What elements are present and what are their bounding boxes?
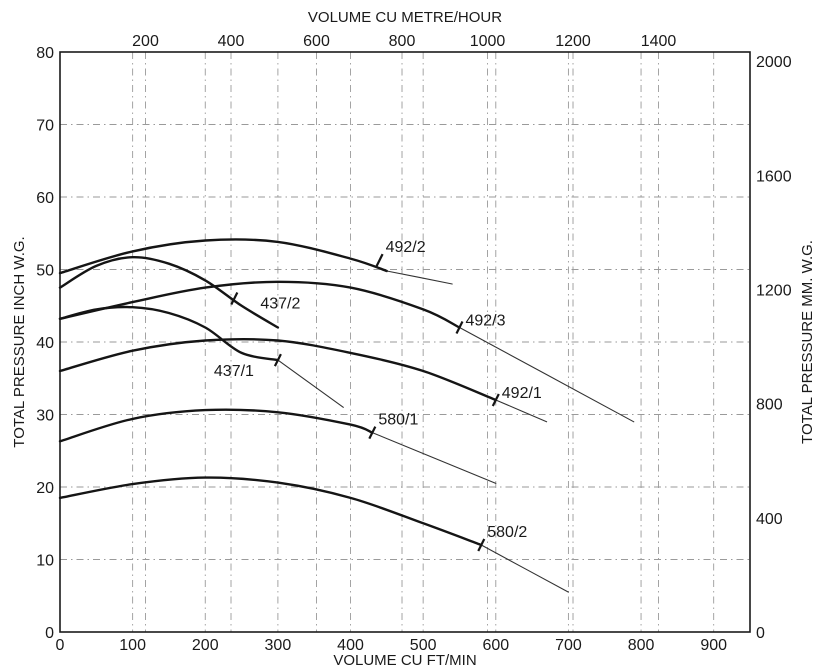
curve-580-2: [58, 476, 483, 547]
curve-label-580-2: 580/2: [487, 524, 527, 541]
y2-tick-label: 400: [756, 511, 783, 528]
curve-label-437-2: 437/2: [260, 296, 300, 313]
curve-extension-580-2: [480, 544, 569, 593]
y-tick-label: 80: [36, 45, 54, 62]
x2-tick-label: 800: [389, 33, 416, 50]
x-tick-label: 100: [119, 637, 146, 654]
curve-580-1: [58, 408, 374, 443]
operating-point-437-1: [273, 353, 282, 367]
y2-axis-title: TOTAL PRESSURE MM. W.G.: [799, 240, 816, 444]
x-tick-label: 800: [628, 637, 655, 654]
y2-tick-label: 2000: [756, 54, 792, 71]
x-axis-title: VOLUME CU FT/MIN: [333, 652, 476, 669]
operating-point-492-2: [375, 253, 384, 267]
x2-tick-label: 1400: [641, 33, 677, 50]
curve-label-492-3: 492/3: [465, 313, 505, 330]
x2-tick-label: 1000: [470, 33, 506, 50]
x-tick-label: 300: [265, 637, 292, 654]
x2-tick-label: 1200: [555, 33, 591, 50]
operating-point-492-1: [491, 393, 500, 407]
x2-tick-label: 200: [132, 33, 159, 50]
x-tick-label: 700: [555, 637, 582, 654]
x2-tick-label: 400: [218, 33, 245, 50]
y2-tick-label: 800: [756, 397, 783, 414]
curve-extension-492-1: [495, 399, 548, 423]
x-tick-label: 0: [56, 637, 65, 654]
curve-label-492-1: 492/1: [502, 385, 542, 402]
x2-axis-title: VOLUME CU METRE/HOUR: [308, 9, 502, 26]
curve-492-3: [58, 280, 461, 329]
x-tick-label: 500: [410, 637, 437, 654]
curve-492-1: [58, 337, 497, 402]
y-tick-label: 70: [36, 118, 54, 135]
curve-label-492-2: 492/2: [386, 239, 426, 256]
x-tick-label: 900: [700, 637, 727, 654]
grid-layer: [60, 52, 750, 632]
plot-frame: [59, 51, 751, 633]
x2-tick-label: 600: [303, 33, 330, 50]
y-tick-label: 20: [36, 480, 54, 497]
operating-point-437-2: [230, 292, 239, 305]
y-axis-title: TOTAL PRESSURE INCH W.G.: [11, 236, 28, 447]
operating-point-580-2: [477, 538, 486, 552]
y-tick-label: 10: [36, 553, 54, 570]
curve-492-2: [58, 238, 388, 275]
y2-tick-label: 0: [756, 625, 765, 642]
y2-tick-label: 1200: [756, 282, 792, 299]
y2-tick-label: 1600: [756, 168, 792, 185]
curve-label-437-1: 437/1: [214, 363, 254, 380]
x-tick-label: 600: [482, 637, 509, 654]
curve-437-1: [58, 305, 280, 362]
y-tick-label: 40: [36, 335, 54, 352]
operating-point-580-1: [368, 426, 377, 440]
curve-label-580-1: 580/1: [378, 412, 418, 429]
x-tick-label: 200: [192, 637, 219, 654]
y-tick-label: 30: [36, 408, 54, 425]
curve-extension-492-2: [386, 270, 453, 285]
curve-extension-437-1: [277, 359, 344, 408]
operating-point-492-3: [455, 321, 464, 334]
y-tick-label: 0: [45, 625, 54, 642]
x-tick-label: 400: [337, 637, 364, 654]
curve-extension-492-3: [458, 326, 635, 423]
curve-layer: [58, 238, 635, 593]
curve-extension-580-1: [371, 432, 497, 484]
y-tick-label: 50: [36, 263, 54, 280]
curve-437-2: [58, 255, 280, 329]
y-tick-label: 60: [36, 190, 54, 207]
label-layer: 492/2 437/2 492/3 437/1 492/1 580/1 580/2: [214, 239, 542, 541]
